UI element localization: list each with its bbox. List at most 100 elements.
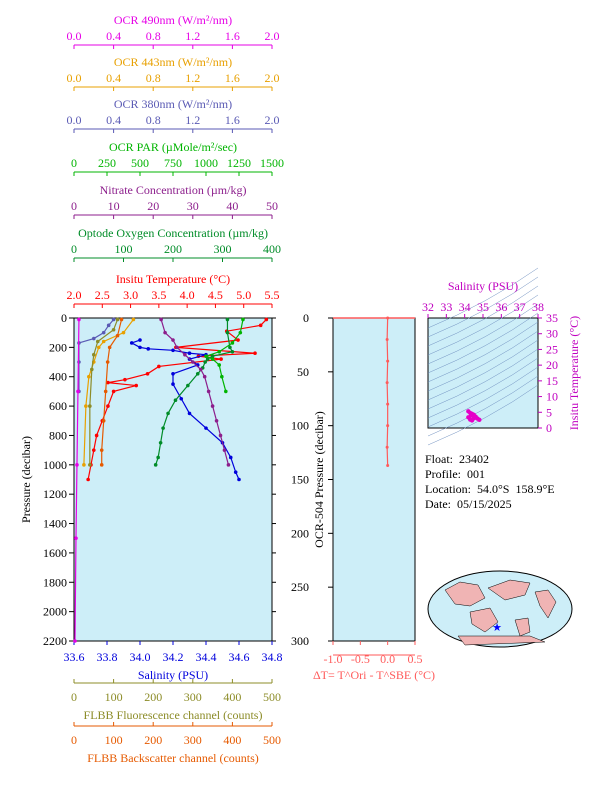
density-contour <box>427 294 539 356</box>
axis-label-temp: Insitu Temperature (°C) <box>116 272 230 286</box>
series-point-ocr443 <box>87 374 91 379</box>
series-point-fluor <box>111 327 116 332</box>
series-point-par <box>224 389 228 394</box>
series-point-ocr490 <box>76 389 80 394</box>
ts-x-tick-label: 36 <box>495 300 507 314</box>
series-point-fluor <box>90 367 94 372</box>
series-point-sal <box>171 371 175 376</box>
density-contour <box>427 330 539 392</box>
axis-tick-label-nitrate: 0 <box>71 199 77 213</box>
series-point-sal <box>138 345 142 350</box>
series-point-ocr490 <box>73 639 77 643</box>
series-point-sal <box>138 338 142 342</box>
series-point-temp <box>86 477 90 482</box>
delta-x-tick-label: -1.0 <box>324 652 343 666</box>
axis-tick-label-temp: 5.0 <box>236 288 251 302</box>
map-land <box>534 589 557 619</box>
series-point-sal <box>233 470 238 474</box>
delta-plot-area <box>332 317 416 642</box>
density-contour <box>427 339 539 401</box>
density-contour <box>427 276 539 338</box>
delta-t-plot: 0 50 100 150 200 250 300 OCR-504 Pressure (deci… <box>291 311 435 682</box>
series-point-fluor <box>88 463 92 467</box>
series-point-fluor <box>88 404 92 408</box>
axis-tick-label-oxygen: 0 <box>71 242 77 256</box>
series-point-sal <box>187 351 192 356</box>
series-point-temp <box>123 377 127 382</box>
map-land <box>514 617 531 637</box>
series-line-temp <box>87 319 267 480</box>
series-point-sal <box>171 348 175 353</box>
delta-y-tick-label: 250 <box>291 580 309 594</box>
series-point-oxygen <box>210 354 215 358</box>
series-point-nitrate <box>218 433 223 438</box>
delta-x-axis-label: ΔT= T^Ori - T^SBE (°C) <box>313 668 435 682</box>
delta-series-point <box>386 464 390 468</box>
series-point-sal <box>228 455 233 460</box>
delta-y-tick-label: 0 <box>303 311 309 325</box>
density-contour <box>427 285 539 347</box>
axis-tick-label-bbp: 300 <box>184 733 202 747</box>
map-land <box>469 607 499 633</box>
series-point-oxygen <box>186 383 190 388</box>
axis-tick-label-par: 0 <box>71 156 77 170</box>
delta-x-tick-label: 0.0 <box>380 652 395 666</box>
y-tick-label: 0 <box>61 311 67 325</box>
axis-label-fluor: FLBB Fluorescence channel (counts) <box>84 708 263 722</box>
series-point-ocr443 <box>84 404 88 408</box>
y-tick-label: 1600 <box>43 546 67 560</box>
series-point-sal <box>187 411 192 416</box>
axis-label-ocr443: OCR 443nm (W/m²/nm) <box>114 55 232 69</box>
series-point-ocr490 <box>77 317 81 322</box>
axis-tick-label-ocr490: 0.0 <box>67 29 82 43</box>
axis-tick-label-bbp: 500 <box>263 733 281 747</box>
series-point-oxygen <box>158 440 163 445</box>
axis-tick-label-fluor: 200 <box>144 690 162 704</box>
series-point-sal <box>171 382 175 386</box>
series-point-sal <box>179 396 184 401</box>
ts-x-tick-label: 37 <box>514 300 526 314</box>
series-point-par <box>238 330 243 335</box>
delta-y-tick-label: 100 <box>291 419 309 433</box>
series-point-oxygen <box>153 463 158 467</box>
series-point-temp <box>111 389 116 394</box>
axis-tick-label-fluor: 100 <box>105 690 123 704</box>
axis-tick-label-bbp: 200 <box>144 733 162 747</box>
series-point-bbp <box>103 389 108 394</box>
axis-tick-label-sal: 34.4 <box>196 650 217 664</box>
y-tick-label: 400 <box>49 370 67 384</box>
series-point-temp <box>236 338 240 342</box>
axis-tick-label-nitrate: 50 <box>266 199 278 213</box>
axis-tick-label-oxygen: 100 <box>115 242 133 256</box>
density-contour <box>427 267 539 329</box>
axis-tick-label-temp: 3.0 <box>123 288 138 302</box>
ts-y-tick-label: 25 <box>546 342 558 356</box>
series-point-nitrate <box>198 367 203 372</box>
axis-tick-label-nitrate: 10 <box>108 199 120 213</box>
axis-label-bbp: FLBB Backscatter channel (counts) <box>87 751 259 765</box>
axis-tick-label-par: 1250 <box>227 156 251 170</box>
axis-tick-label-nitrate: 20 <box>147 199 159 213</box>
series-point-nitrate <box>159 317 163 322</box>
axis-tick-label-fluor: 400 <box>223 690 241 704</box>
ts-y-tick-label: 0 <box>546 421 552 435</box>
axis-tick-label-sal: 33.6 <box>64 650 85 664</box>
series-point-nitrate <box>202 374 207 379</box>
series-point-fluor <box>92 352 96 357</box>
ts-x-tick-label: 33 <box>440 300 452 314</box>
series-point-ocr490 <box>74 536 78 541</box>
series-point-par <box>220 374 224 379</box>
delta-y-tick-label: 300 <box>291 634 309 648</box>
density-contour <box>427 348 539 410</box>
density-contour <box>427 357 539 419</box>
ts-y-tick-label: 10 <box>546 390 558 404</box>
ts-y-tick-label: 20 <box>546 358 558 372</box>
axis-tick-label-ocr380: 1.2 <box>185 113 200 127</box>
series-point-ocr443 <box>101 339 106 344</box>
axis-tick-label-ocr443: 1.6 <box>225 71 240 85</box>
y-tick-label: 800 <box>49 428 67 442</box>
ts-point <box>477 417 482 423</box>
axis-label-par: OCR PAR (µMole/m²/sec) <box>109 140 237 154</box>
ts-x-tick-label: 38 <box>532 300 544 314</box>
